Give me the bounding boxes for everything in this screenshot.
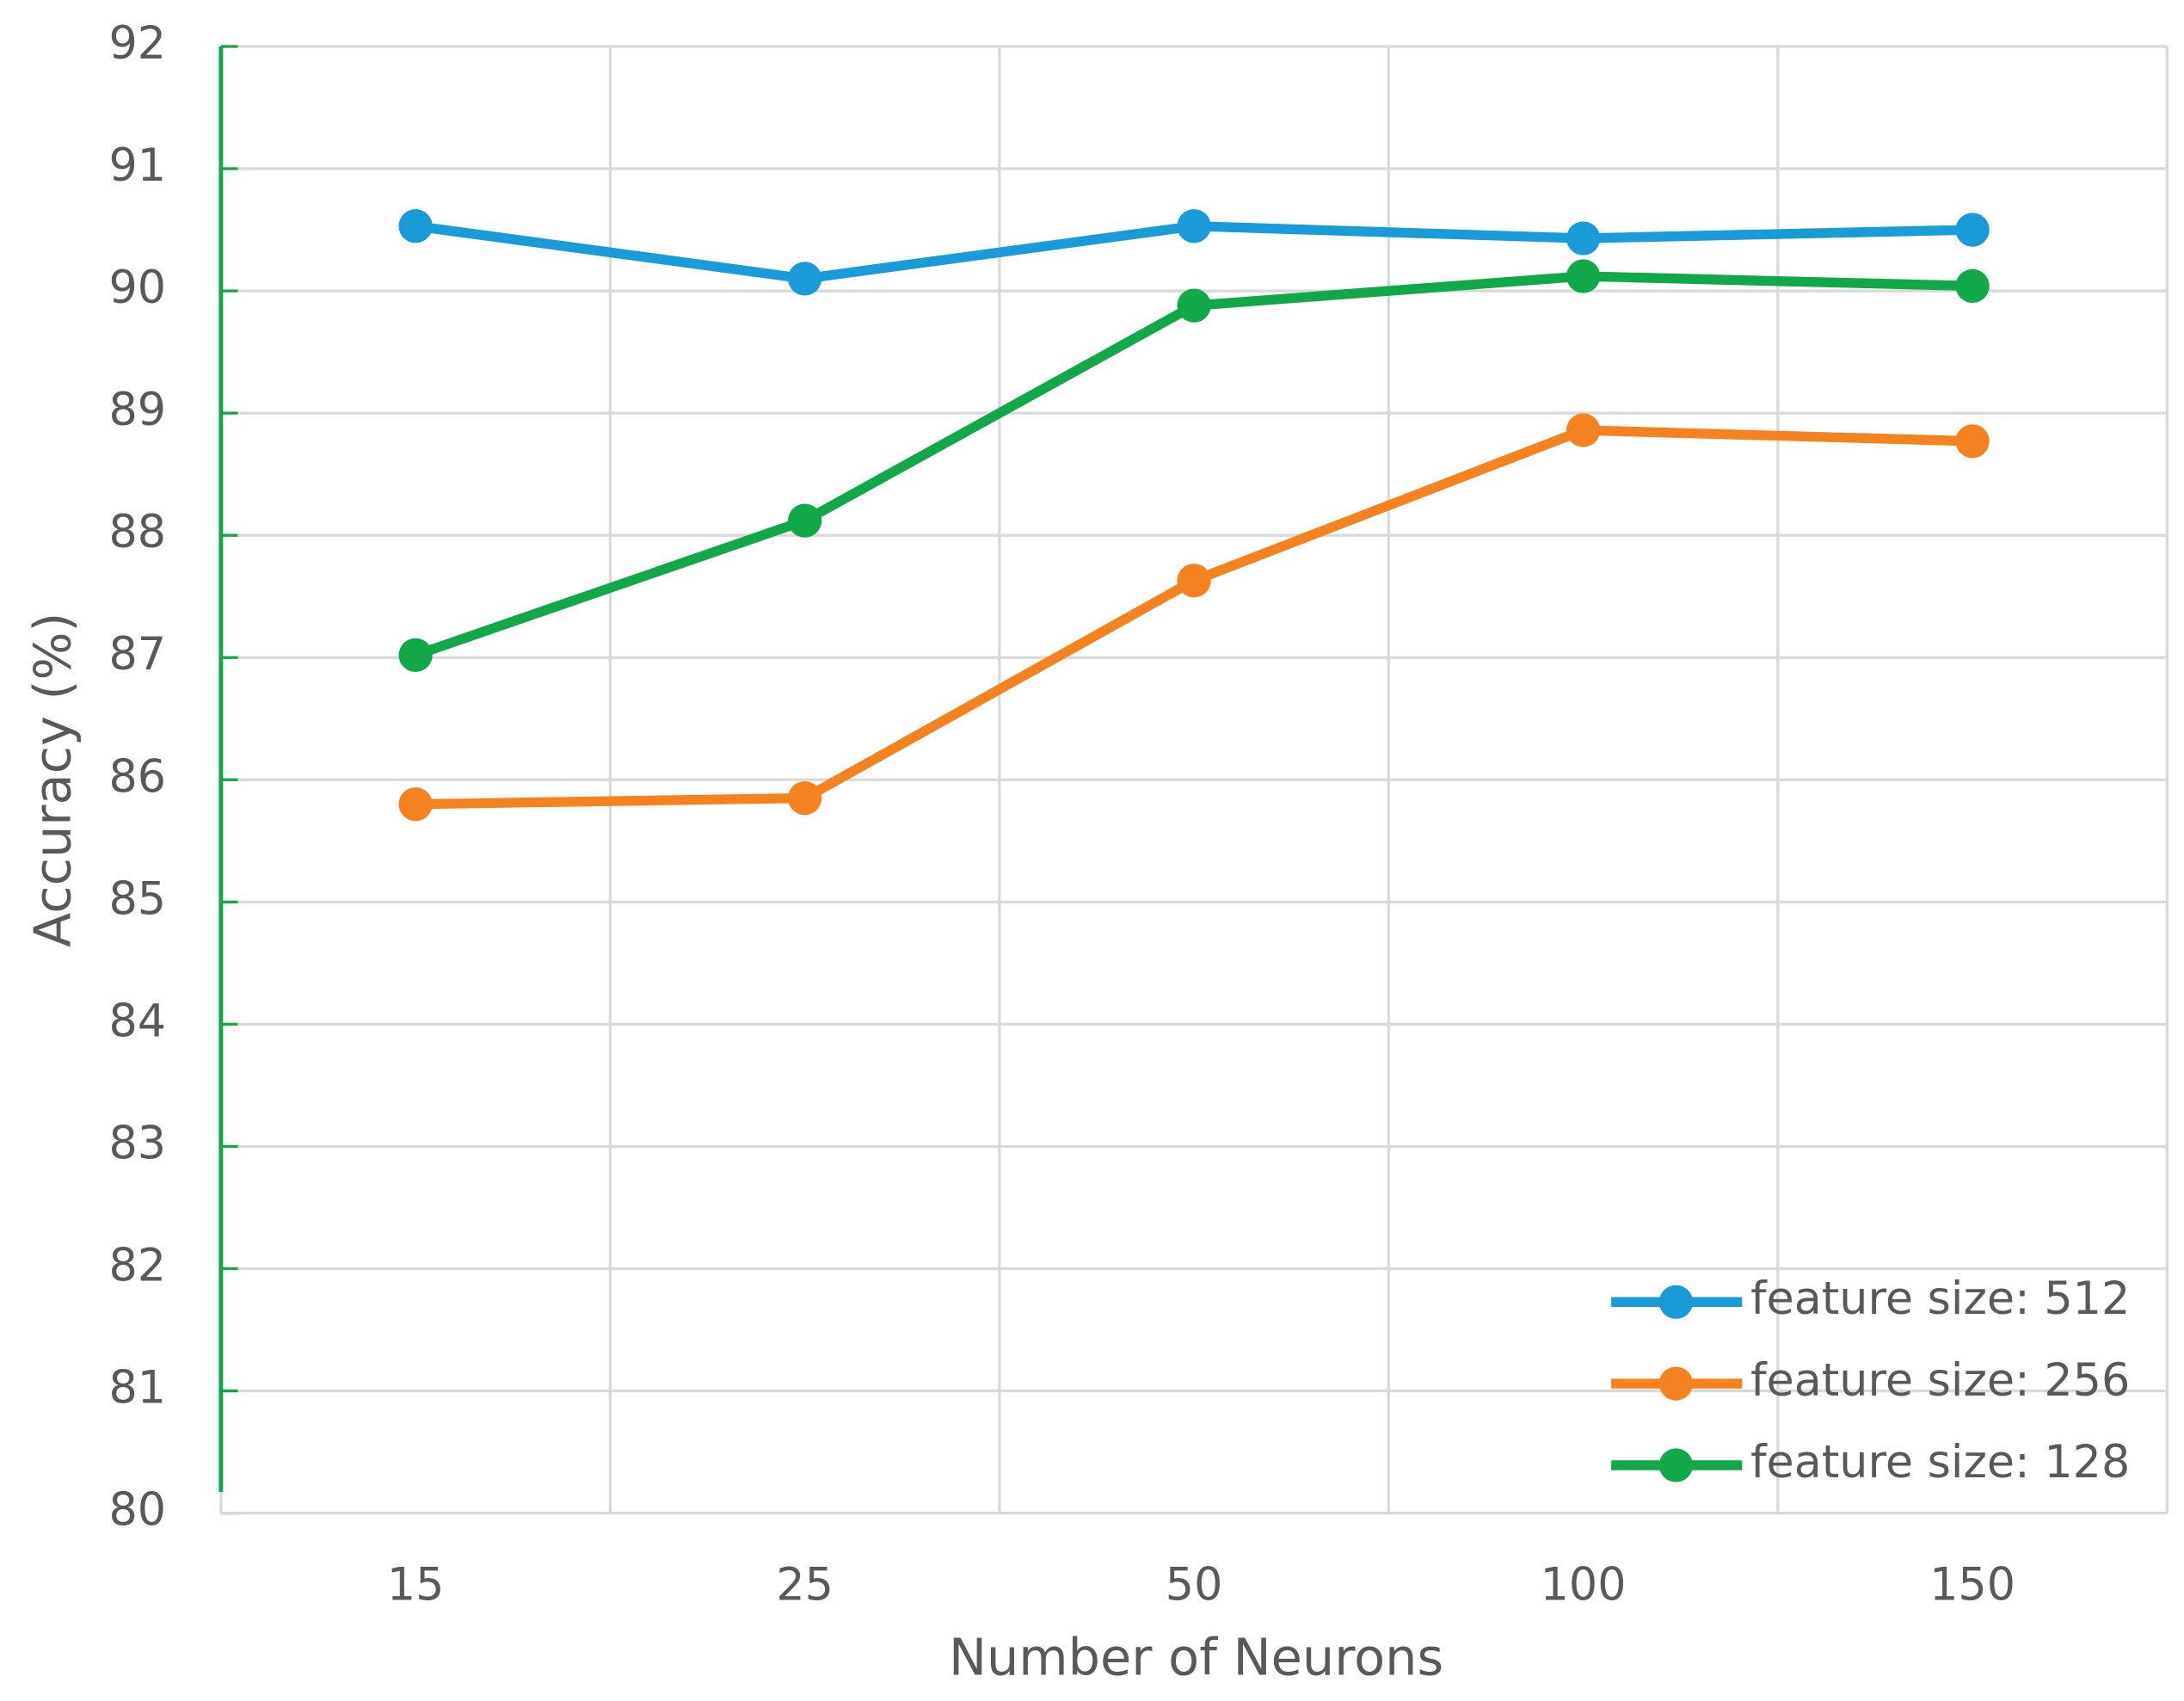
x-tick-label: 50 bbox=[1166, 1558, 1223, 1611]
point bbox=[398, 787, 433, 822]
x-tick-label: 100 bbox=[1541, 1558, 1627, 1611]
legend-marker bbox=[1658, 1366, 1694, 1401]
y-tick-label: 91 bbox=[108, 139, 166, 192]
y-tick-label: 86 bbox=[108, 750, 166, 803]
y-tick-label: 88 bbox=[108, 506, 166, 558]
series-line bbox=[414, 271, 1973, 660]
point bbox=[1177, 564, 1211, 598]
y-tick-label: 82 bbox=[108, 1240, 166, 1292]
y-tick-label: 84 bbox=[108, 995, 166, 1047]
y-tick-label: 89 bbox=[108, 384, 166, 436]
legend-label: feature size: 128 bbox=[1750, 1436, 2130, 1488]
y-tick-label: 87 bbox=[108, 628, 166, 681]
x-tick-label: 150 bbox=[1929, 1558, 2015, 1611]
point bbox=[398, 638, 433, 673]
point bbox=[787, 503, 822, 538]
point bbox=[1955, 268, 1990, 304]
point bbox=[1566, 221, 1601, 256]
point bbox=[398, 209, 433, 243]
point bbox=[1955, 424, 1990, 459]
y-axis-title: Accuracy (%) bbox=[23, 613, 83, 947]
legend-marker bbox=[1658, 1448, 1694, 1482]
y-tick-label: 90 bbox=[108, 262, 166, 314]
y-tick-label: 85 bbox=[108, 872, 166, 925]
point bbox=[1566, 413, 1601, 447]
point bbox=[787, 780, 822, 816]
point bbox=[1177, 209, 1211, 243]
point bbox=[1177, 288, 1211, 323]
point bbox=[1955, 213, 1990, 247]
point bbox=[1566, 259, 1601, 293]
legend-label: feature size: 256 bbox=[1750, 1354, 2130, 1407]
y-tick-label: 80 bbox=[108, 1484, 166, 1537]
series-line bbox=[415, 425, 1973, 810]
legend-marker bbox=[1658, 1285, 1694, 1319]
legend-label: feature size: 512 bbox=[1750, 1273, 2130, 1325]
y-tick-label: 81 bbox=[108, 1362, 166, 1414]
x-tick-label: 25 bbox=[776, 1558, 834, 1611]
y-tick-label: 92 bbox=[108, 17, 166, 70]
point bbox=[787, 262, 822, 296]
x-tick-label: 15 bbox=[387, 1558, 445, 1611]
y-tick-label: 83 bbox=[108, 1117, 166, 1169]
x-axis-title: Number of Neurons bbox=[949, 1627, 1443, 1686]
